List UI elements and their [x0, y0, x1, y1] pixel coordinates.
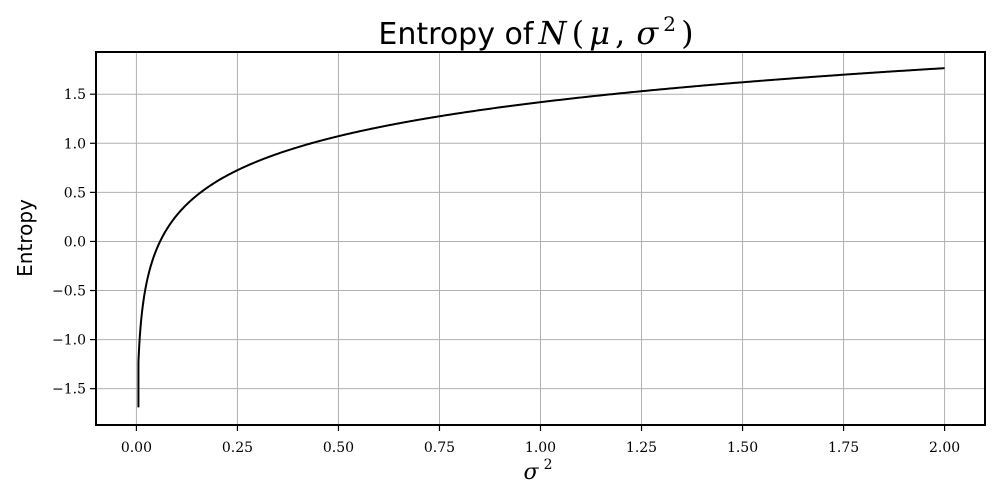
title-sigma: σ: [636, 14, 659, 52]
y-tick-label: −1.5: [52, 382, 86, 398]
title-paren-open: (: [572, 14, 584, 52]
title-comma: ,: [615, 14, 625, 52]
title-paren-close: ): [681, 14, 693, 52]
title-func: N: [538, 14, 568, 52]
y-tick-label: 1.0: [64, 136, 86, 152]
y-tick-label: 1.5: [64, 87, 86, 103]
x-tick-label: 0.25: [222, 440, 253, 456]
title-mu: μ: [589, 14, 610, 52]
x-tick-label: 0.00: [121, 440, 152, 456]
x-tick-label: 1.25: [626, 440, 657, 456]
x-tick-label: 0.50: [323, 440, 354, 456]
y-axis-ticks: −1.5 −1.0 −0.5 0.0 0.5 1.0 1.5: [52, 87, 96, 398]
x-axis-label-sigma: σ: [523, 460, 539, 485]
chart-title: Entropy of N ( μ , σ 2 ): [378, 12, 693, 52]
series-layer: [137, 67, 945, 408]
x-tick-label: 1.50: [727, 440, 758, 456]
title-exponent: 2: [663, 12, 676, 36]
x-tick-label: 1.00: [525, 440, 556, 456]
y-tick-label: 0.5: [64, 185, 86, 201]
x-tick-label: 1.75: [828, 440, 859, 456]
x-tick-label: 2.00: [929, 440, 960, 456]
x-axis-label-exponent: 2: [544, 457, 553, 473]
chart-title-text: Entropy of: [378, 17, 534, 52]
x-tick-label: 0.75: [424, 440, 455, 456]
entropy-curve: [137, 67, 945, 408]
y-axis-label: Entropy: [13, 199, 37, 277]
y-tick-label: 0.0: [64, 234, 86, 250]
x-axis-label: σ 2: [523, 457, 552, 485]
y-tick-label: −0.5: [52, 284, 86, 300]
grid: [96, 52, 985, 425]
x-axis-ticks: 0.00 0.25 0.50 0.75 1.00 1.25 1.50 1.75 2.00: [121, 425, 960, 456]
y-tick-label: −1.0: [52, 333, 86, 349]
